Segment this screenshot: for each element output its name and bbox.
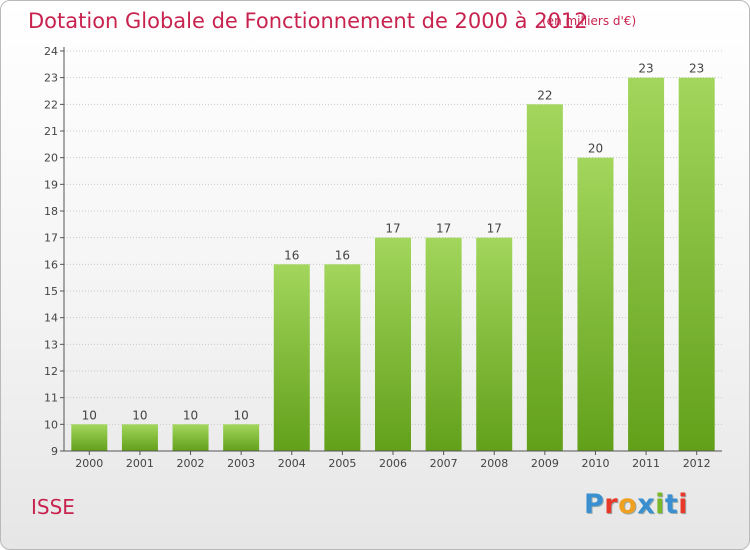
y-tick-label: 14 [44, 312, 58, 325]
x-tick-label: 2008 [480, 457, 508, 470]
data-label: 17 [436, 222, 451, 236]
y-tick-label: 21 [44, 125, 58, 138]
data-label: 17 [487, 222, 502, 236]
y-tick-label: 22 [44, 98, 58, 111]
logo-letter: o [618, 489, 638, 520]
y-tick-label: 17 [44, 232, 58, 245]
logo-letter: r [604, 489, 619, 520]
logo-letter: i [678, 489, 689, 520]
y-tick-label: 20 [44, 152, 58, 165]
data-label: 20 [588, 142, 603, 156]
logo-letter: t [664, 489, 679, 520]
data-label: 10 [234, 408, 249, 422]
logo-letter: P [584, 489, 605, 520]
x-tick-label: 2006 [379, 457, 407, 470]
x-tick-label: 2012 [683, 457, 711, 470]
bar [71, 424, 108, 451]
proxiti-logo: Proxiti [584, 489, 688, 520]
y-tick-label: 24 [44, 45, 58, 58]
logo-letter: x [637, 489, 656, 520]
data-label: 16 [284, 248, 299, 262]
y-tick-label: 11 [44, 392, 58, 405]
y-tick-label: 23 [44, 72, 58, 85]
x-tick-label: 2011 [632, 457, 660, 470]
bar [628, 77, 665, 452]
bar [172, 424, 209, 451]
chart-subtitle: (en milliers d'€) [542, 14, 637, 28]
y-tick-label: 15 [44, 285, 58, 298]
bar [324, 264, 361, 451]
bar [425, 237, 462, 451]
data-label: 16 [335, 248, 350, 262]
y-tick-label: 10 [44, 418, 58, 431]
bar [121, 424, 158, 451]
y-tick-label: 12 [44, 365, 58, 378]
x-tick-label: 2009 [531, 457, 559, 470]
y-tick-label: 16 [44, 258, 58, 271]
chart-title: Dotation Globale de Fonctionnement de 20… [28, 9, 588, 33]
bar [273, 264, 310, 451]
data-label: 22 [537, 88, 552, 102]
x-tick-label: 2005 [328, 457, 356, 470]
x-tick-label: 2010 [581, 457, 609, 470]
bar [223, 424, 260, 451]
x-tick-label: 2002 [177, 457, 205, 470]
y-tick-label: 18 [44, 205, 58, 218]
place-name: ISSE [31, 495, 75, 519]
data-label: 10 [183, 408, 198, 422]
data-label: 23 [638, 62, 653, 76]
x-tick-label: 2004 [278, 457, 306, 470]
x-tick-label: 2007 [430, 457, 458, 470]
data-label: 10 [82, 408, 97, 422]
axes [60, 47, 722, 455]
y-tick-label: 13 [44, 338, 58, 351]
bars [71, 77, 715, 452]
logo-letter: i [655, 489, 665, 520]
bar [526, 104, 563, 451]
x-tick-label: 2003 [227, 457, 255, 470]
x-tick-label: 2000 [75, 457, 103, 470]
bar [577, 157, 614, 451]
data-label: 23 [689, 62, 704, 76]
bar [375, 237, 411, 451]
y-tick-label: 9 [51, 445, 58, 458]
bar [476, 237, 513, 451]
y-tick-label: 19 [44, 178, 58, 191]
data-label: 10 [132, 408, 147, 422]
data-label: 17 [385, 222, 400, 236]
bar [678, 77, 715, 452]
labels: 9 10 11 12 13 14 15 16 17 18 19 20 21 22 23 24 10 2000 10 2… [44, 45, 711, 470]
x-tick-label: 2001 [126, 457, 154, 470]
